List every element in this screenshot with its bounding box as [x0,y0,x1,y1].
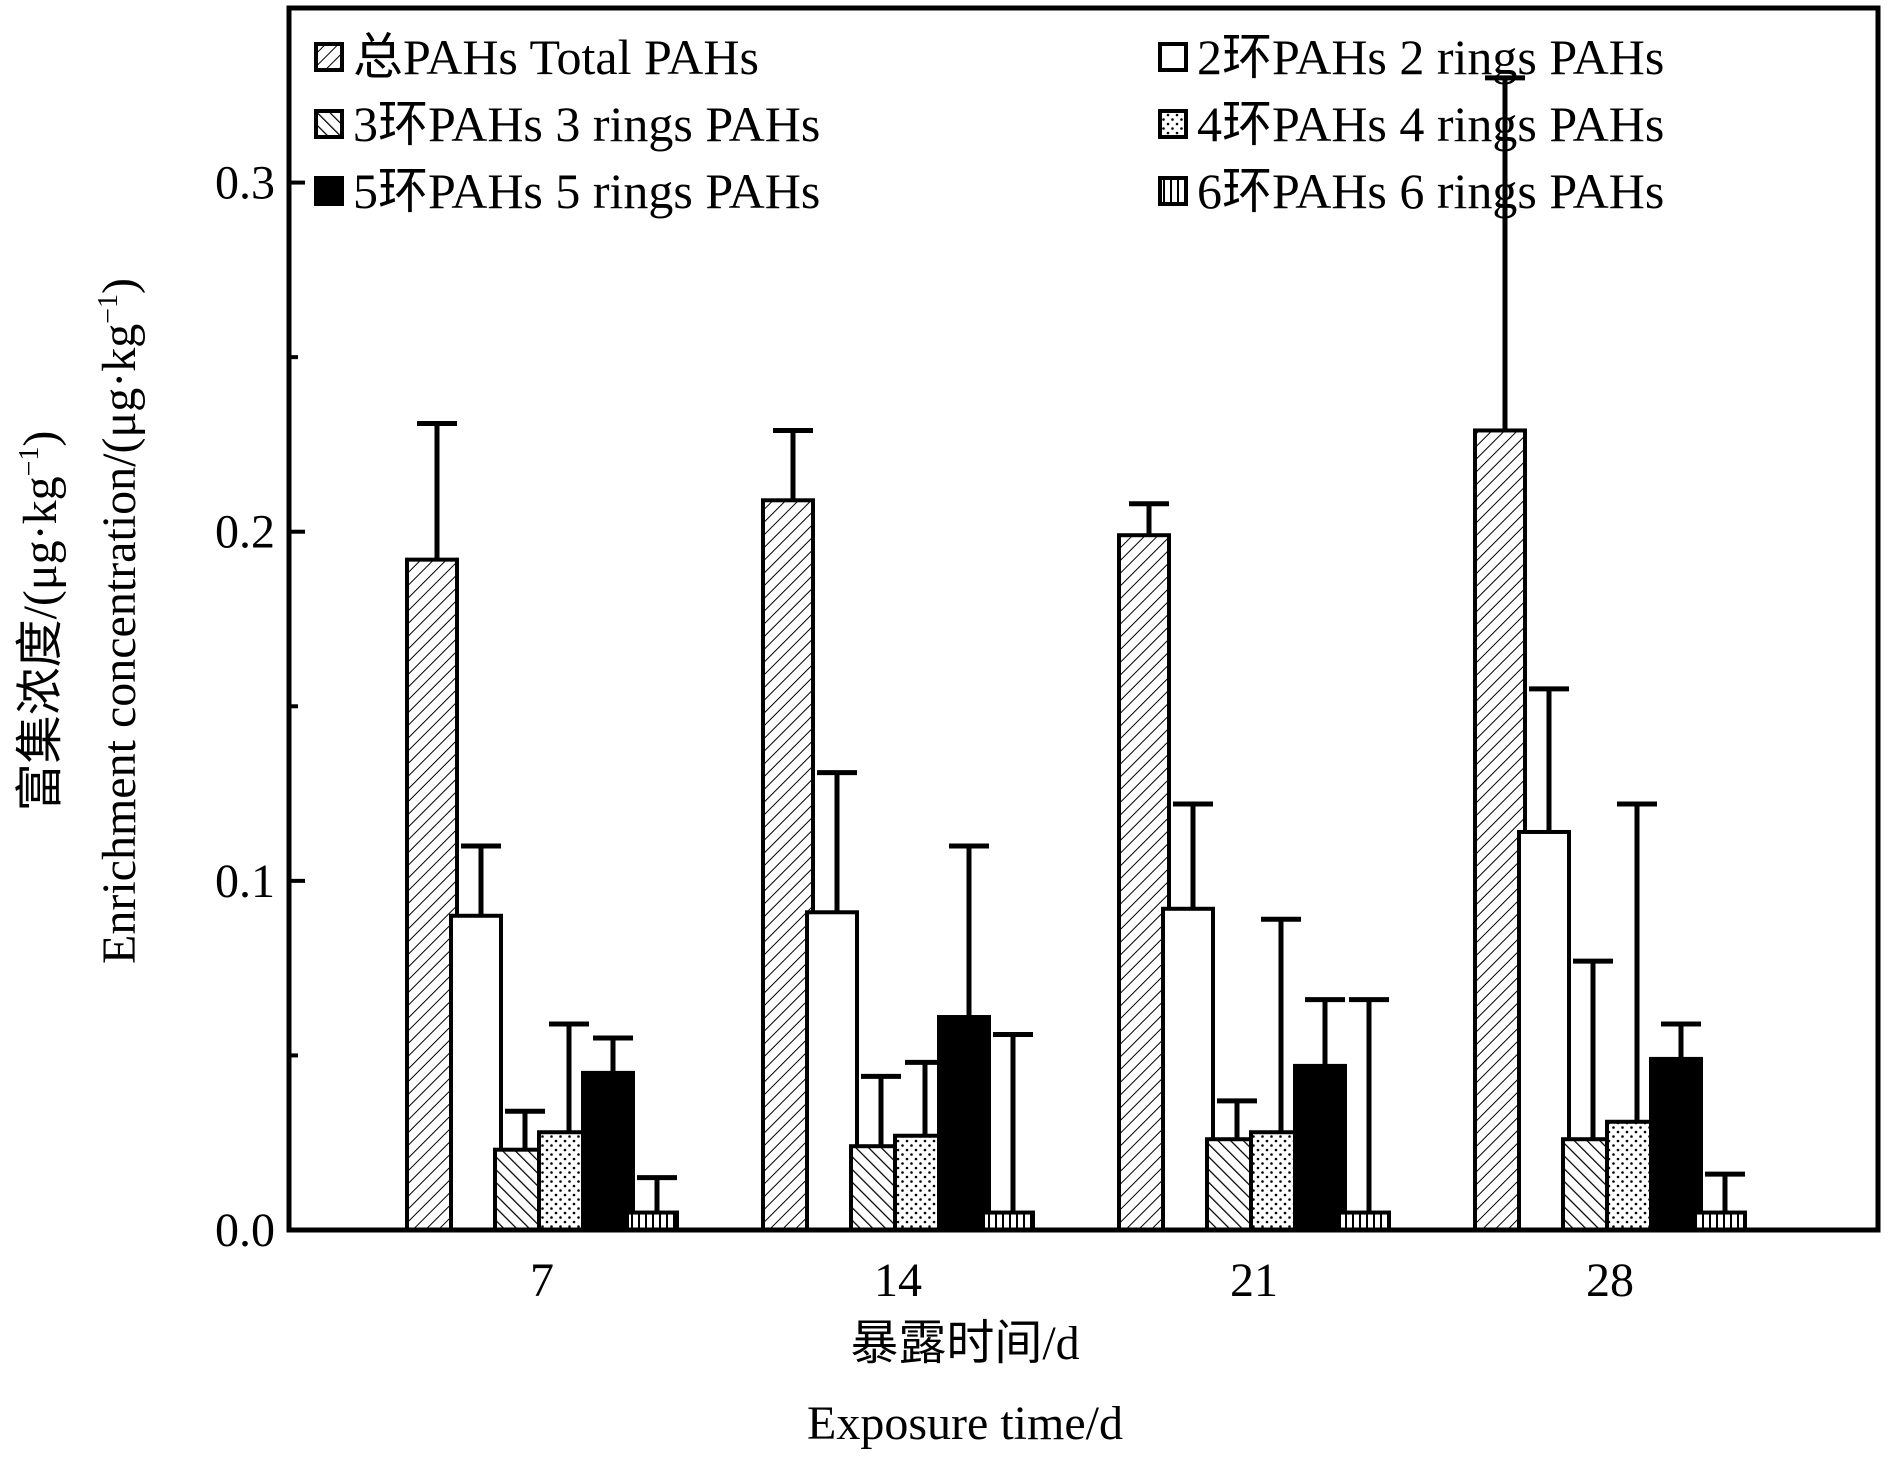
bar-series2-28 [1517,829,1571,1233]
y-axis-label-en: Enrichment concentration/(μg·kg−1) [93,278,146,964]
bar-series6-7 [625,1210,679,1232]
x-tick-label: 28 [1586,1254,1634,1307]
bar-series5-28 [1649,1056,1703,1233]
bars-layer [405,428,1747,1233]
legend-label-series2: 2环PAHs 2 rings PAHs [1197,29,1664,85]
bar-series2-14 [805,910,859,1233]
legend: 总PAHs Total PAHs 2环PAHs 2 rings PAHs 3环PAH… [314,29,1664,219]
bar-series4-28 [1605,1119,1659,1233]
legend-label-series1: 总PAHs Total PAHs [353,29,759,85]
y-tick-label: 0.0 [215,1204,275,1257]
legend-swatch-series1 [314,42,344,72]
bar-series5-14 [937,1015,991,1232]
y-tick-label: 0.3 [215,157,275,210]
legend-label-series5: 5环PAHs 5 rings PAHs [353,163,820,219]
legend-label-series3: 3环PAHs 3 rings PAHs [353,96,820,152]
x-axis: 7 14 21 28 [530,1254,1634,1307]
y-tick-label: 0.2 [215,506,275,559]
bar-series5-21 [1293,1063,1347,1232]
y-tick-label: 0.1 [215,855,275,908]
legend-label-series4: 4环PAHs 4 rings PAHs [1197,96,1664,152]
legend-swatch-series3 [314,109,344,139]
x-tick-label: 7 [530,1254,554,1307]
legend-swatch-series4 [1158,109,1188,139]
bar-series3-14 [849,1144,903,1232]
bar-series6-14 [981,1210,1035,1232]
x-tick-label: 21 [1230,1254,1278,1307]
x-tick-label: 14 [874,1254,922,1307]
bar-series5-7 [581,1070,635,1233]
legend-swatch-series5 [314,176,344,206]
error-bars-layer [417,75,1745,1213]
bar-series6-28 [1693,1210,1747,1232]
x-axis-label-cn: 暴露时间/d [850,1317,1079,1370]
legend-swatch-series2 [1158,42,1188,72]
y-axis: 0.0 0.1 0.2 0.3 [215,6,305,1257]
bar-series6-21 [1337,1210,1391,1232]
plot-frame [286,5,1881,1233]
legend-label-series6: 6环PAHs 6 rings PAHs [1197,163,1664,219]
y-axis-label-cn: 富集浓度/(μg·kg−1) [14,431,67,812]
legend-swatch-series6 [1158,176,1188,206]
x-axis-label-en: Exposure time/d [807,1397,1123,1450]
